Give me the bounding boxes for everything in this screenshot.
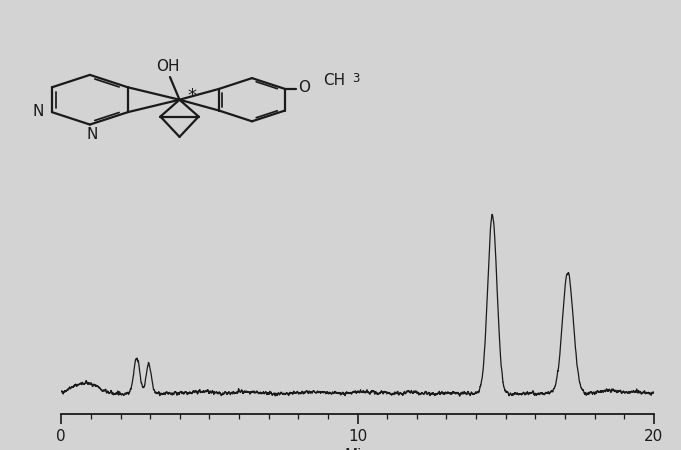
Text: CH: CH (323, 73, 345, 88)
Text: N: N (86, 127, 97, 142)
Text: N: N (32, 104, 44, 118)
X-axis label: Min: Min (344, 448, 371, 450)
Text: 3: 3 (352, 72, 360, 85)
Text: O: O (298, 81, 310, 95)
Text: OH: OH (157, 59, 180, 74)
Text: *: * (188, 87, 197, 105)
